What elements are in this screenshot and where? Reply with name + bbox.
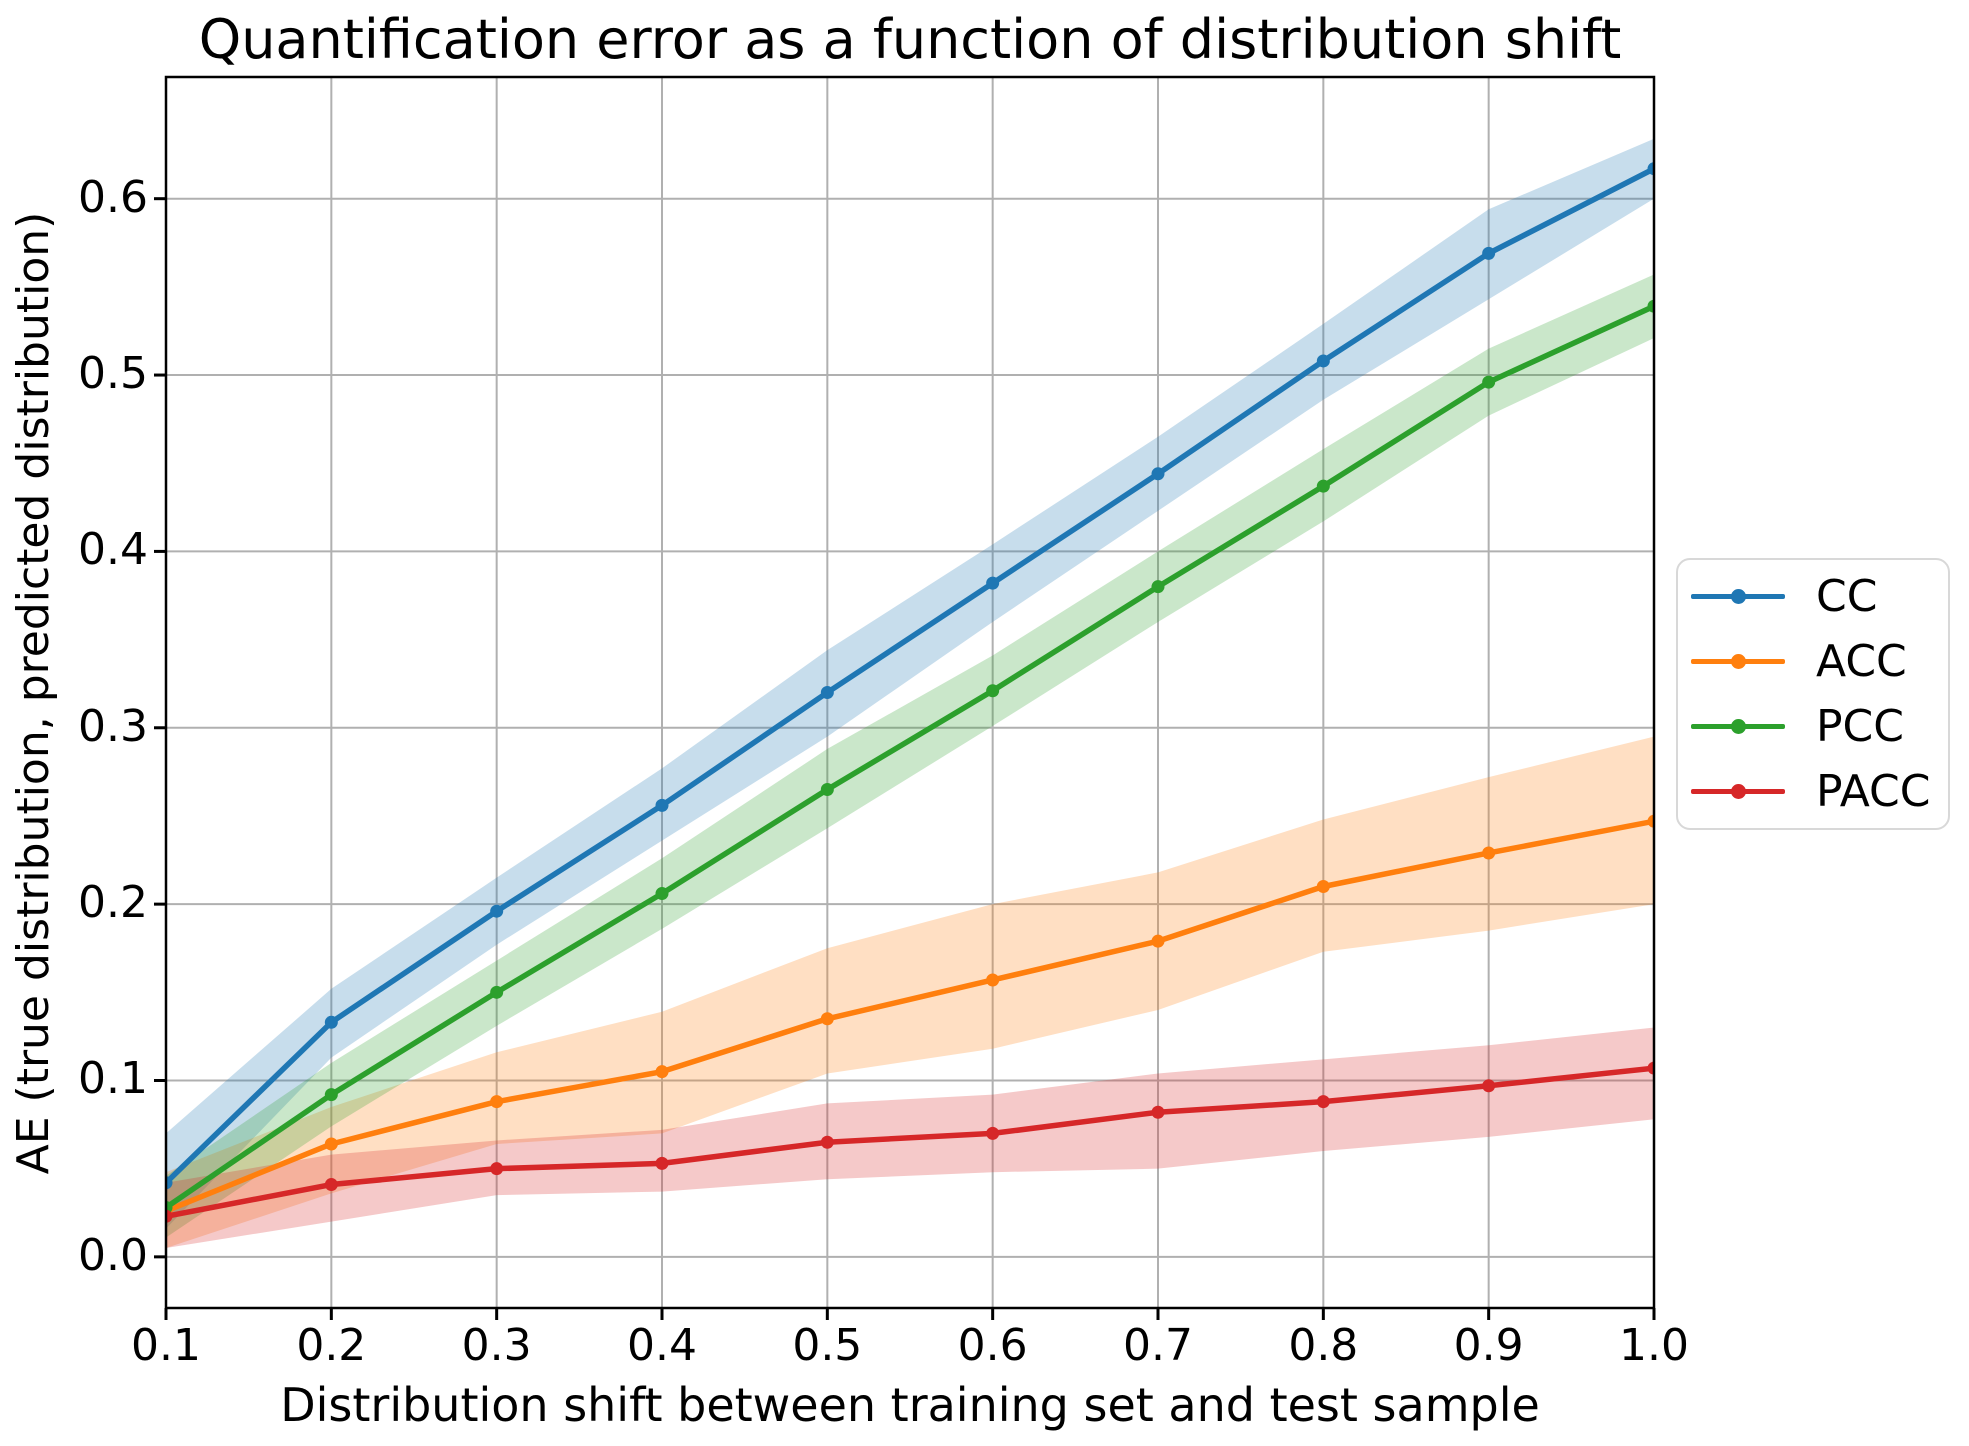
marker-pacc (1647, 1061, 1654, 1075)
x-tick-label: 0.3 (461, 1320, 532, 1371)
marker-pacc (490, 1162, 504, 1176)
band-acc (166, 736, 1654, 1249)
marker-pcc (1647, 299, 1654, 313)
marker-cc (1151, 467, 1165, 481)
acc-marker-icon (1731, 654, 1746, 669)
marker-acc (1647, 814, 1654, 828)
legend-item-acc: ACC (1678, 632, 1948, 692)
marker-pacc (820, 1135, 834, 1149)
legend-label-cc: CC (1816, 570, 1878, 622)
pcc-marker-icon (1731, 719, 1746, 734)
x-tick-label: 0.6 (957, 1320, 1028, 1371)
x-tick-label: 0.4 (627, 1320, 697, 1371)
line-cc (166, 165, 1654, 1186)
y-axis-label: AE (true distribution, predicted distrib… (8, 211, 59, 1175)
pacc-line-swatch (1691, 784, 1785, 799)
legend-label-pcc: PCC (1816, 700, 1904, 752)
x-tick-label: 0.7 (1123, 1320, 1193, 1371)
marker-pcc (655, 887, 669, 901)
marker-pacc (986, 1126, 1000, 1140)
band-cc (166, 138, 1654, 1229)
legend-label-pacc: PACC (1816, 765, 1931, 817)
y-tick-label: 0.0 (78, 1229, 148, 1281)
marker-cc (655, 798, 669, 812)
y-tick-label: 0.2 (78, 877, 148, 929)
marker-cc (1316, 354, 1330, 368)
marker-pcc (1482, 375, 1496, 389)
legend: CC ACC PCC PACC (1676, 558, 1950, 830)
marker-pacc (1151, 1105, 1165, 1119)
marker-pacc (166, 1209, 173, 1223)
marker-acc (490, 1095, 504, 1109)
marker-pcc (986, 684, 1000, 698)
marker-acc (986, 973, 1000, 987)
marker-pacc (655, 1156, 669, 1170)
x-axis-label: Distribution shift between training set … (280, 1378, 1540, 1432)
y-tick-label: 0.6 (78, 171, 148, 223)
legend-item-cc: CC (1678, 567, 1948, 627)
cc-marker-icon (1731, 589, 1746, 604)
marker-cc (166, 1176, 173, 1190)
marker-pcc (1151, 580, 1165, 594)
marker-acc (1482, 846, 1496, 860)
marker-pcc (820, 782, 834, 796)
legend-item-pacc: PACC (1678, 762, 1948, 822)
marker-pcc (490, 985, 504, 999)
y-tick-label: 0.3 (78, 700, 148, 752)
x-tick-label: 0.9 (1453, 1320, 1524, 1371)
marker-pacc (1316, 1095, 1330, 1109)
y-tick-label: 0.5 (78, 348, 148, 400)
marker-pcc (1316, 479, 1330, 493)
pacc-marker-icon (1731, 784, 1746, 799)
marker-acc (820, 1012, 834, 1026)
marker-pacc (324, 1178, 338, 1192)
band-pcc (166, 274, 1654, 1238)
marker-pacc (1482, 1079, 1496, 1093)
line-pacc (166, 1065, 1654, 1220)
x-tick-label: 0.5 (792, 1320, 863, 1371)
axes-box (164, 75, 1656, 1310)
marker-pcc (324, 1088, 338, 1102)
marker-cc (820, 686, 834, 699)
x-tick-label: 0.1 (131, 1320, 201, 1371)
line-acc (166, 818, 1654, 1214)
pcc-line-swatch (1691, 719, 1785, 734)
marker-cc (324, 1015, 338, 1029)
x-tick-label: 1.0 (1619, 1320, 1689, 1371)
marker-cc (490, 904, 504, 918)
y-tick-label: 0.4 (78, 524, 148, 576)
marker-acc (655, 1065, 669, 1079)
marker-acc (324, 1137, 338, 1151)
chart-title: Quantification error as a function of di… (198, 8, 1622, 71)
legend-label-acc: ACC (1816, 635, 1907, 687)
marker-cc (986, 576, 1000, 590)
line-pcc (166, 303, 1654, 1211)
cc-line-swatch (1691, 589, 1785, 604)
marker-acc (1151, 934, 1165, 948)
marker-cc (1482, 246, 1496, 260)
acc-line-swatch (1691, 654, 1785, 669)
marker-acc (1316, 879, 1330, 893)
marker-cc (1647, 162, 1654, 176)
x-tick-label: 0.2 (296, 1320, 367, 1371)
y-tick-label: 0.1 (78, 1053, 148, 1105)
x-tick-label: 0.8 (1288, 1320, 1359, 1371)
legend-item-pcc: PCC (1678, 697, 1948, 757)
